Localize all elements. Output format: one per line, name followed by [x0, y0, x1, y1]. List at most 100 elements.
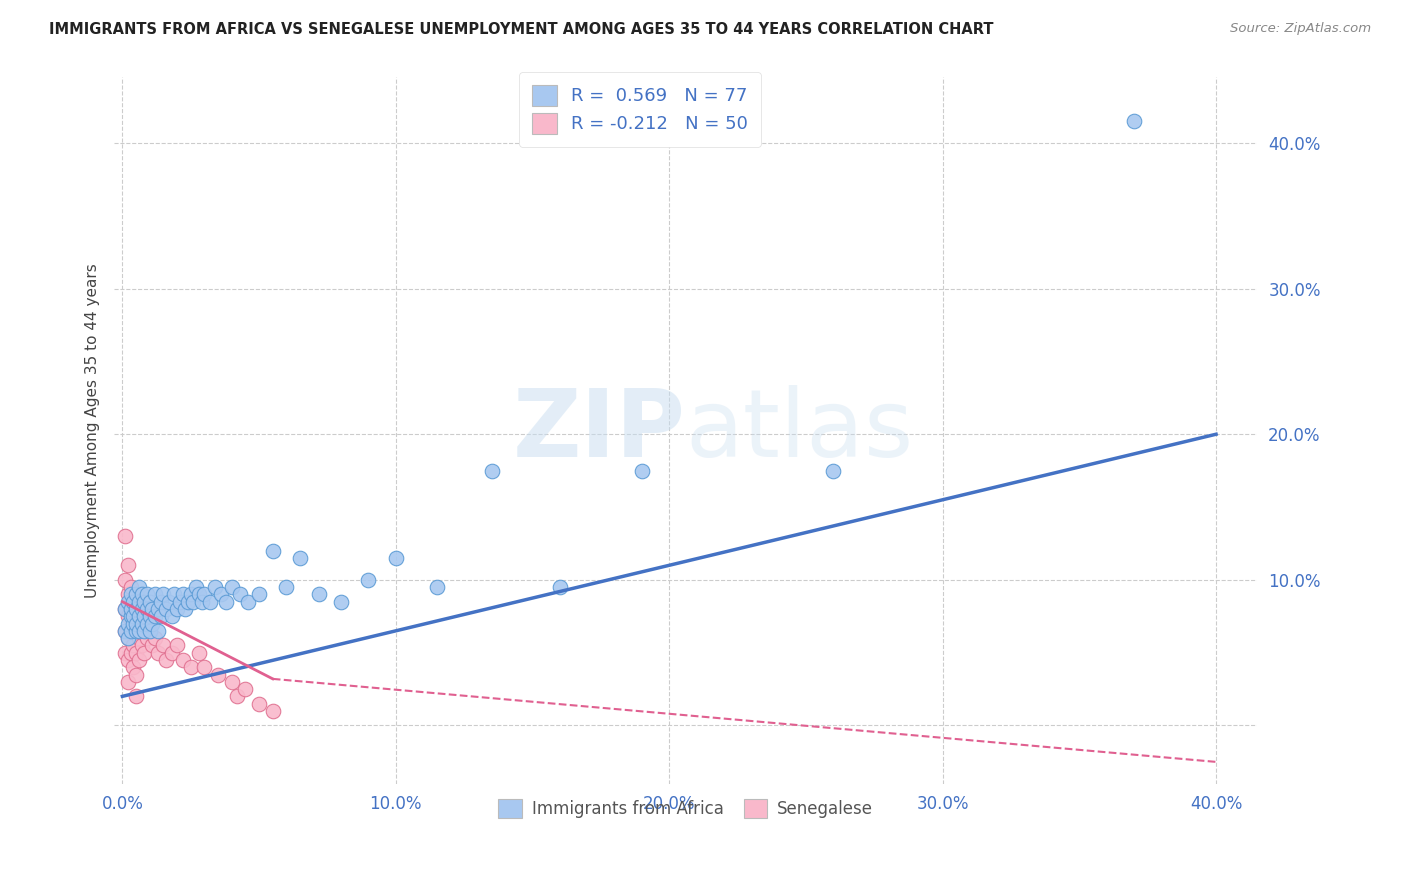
Point: [114, 602, 136, 616]
Point: [385, 551, 408, 566]
Point: [276, 580, 298, 594]
Point: [125, 587, 148, 601]
Point: [125, 646, 148, 660]
Point: [215, 595, 238, 609]
Point: [198, 595, 221, 609]
Point: [134, 609, 156, 624]
Point: [138, 624, 160, 638]
Point: [122, 595, 145, 609]
Point: [114, 624, 136, 638]
Point: [117, 674, 139, 689]
Point: [122, 660, 145, 674]
Point: [128, 609, 150, 624]
Point: [146, 602, 169, 616]
Point: [120, 624, 142, 638]
Point: [330, 595, 353, 609]
Point: [117, 595, 139, 609]
Point: [128, 580, 150, 594]
Point: [160, 646, 183, 660]
Point: [117, 631, 139, 645]
Point: [149, 609, 172, 624]
Point: [134, 624, 156, 638]
Point: [117, 609, 139, 624]
Point: [221, 580, 243, 594]
Point: [117, 558, 139, 573]
Point: [128, 653, 150, 667]
Point: [143, 631, 166, 645]
Point: [122, 639, 145, 653]
Point: [131, 616, 153, 631]
Point: [125, 690, 148, 704]
Point: [141, 602, 163, 616]
Point: [188, 587, 211, 601]
Point: [172, 653, 194, 667]
Point: [190, 595, 212, 609]
Point: [481, 464, 503, 478]
Point: [177, 595, 200, 609]
Point: [247, 697, 270, 711]
Point: [128, 631, 150, 645]
Point: [125, 602, 148, 616]
Point: [204, 580, 226, 594]
Legend: Immigrants from Africa, Senegalese: Immigrants from Africa, Senegalese: [492, 792, 880, 825]
Point: [141, 616, 163, 631]
Point: [138, 595, 160, 609]
Point: [262, 543, 284, 558]
Point: [163, 587, 186, 601]
Point: [117, 616, 139, 631]
Point: [117, 631, 139, 645]
Point: [238, 595, 260, 609]
Point: [143, 609, 166, 624]
Point: [221, 674, 243, 689]
Point: [357, 573, 380, 587]
Point: [122, 609, 145, 624]
Point: [1123, 114, 1146, 128]
Point: [120, 609, 142, 624]
Point: [114, 624, 136, 638]
Point: [631, 464, 654, 478]
Point: [160, 609, 183, 624]
Point: [146, 646, 169, 660]
Point: [136, 616, 159, 631]
Point: [209, 587, 232, 601]
Point: [120, 587, 142, 601]
Point: [152, 587, 174, 601]
Point: [141, 639, 163, 653]
Point: [125, 616, 148, 631]
Point: [136, 587, 159, 601]
Point: [120, 602, 142, 616]
Point: [288, 551, 311, 566]
Point: [120, 646, 142, 660]
Point: [114, 646, 136, 660]
Point: [114, 602, 136, 616]
Point: [131, 587, 153, 601]
Point: [125, 624, 148, 638]
Point: [152, 639, 174, 653]
Point: [136, 631, 159, 645]
Point: [117, 653, 139, 667]
Point: [114, 529, 136, 543]
Point: [193, 660, 215, 674]
Y-axis label: Unemployment Among Ages 35 to 44 years: Unemployment Among Ages 35 to 44 years: [86, 263, 100, 598]
Point: [155, 653, 177, 667]
Point: [207, 667, 229, 681]
Point: [128, 595, 150, 609]
Point: [128, 609, 150, 624]
Point: [247, 587, 270, 601]
Point: [188, 646, 211, 660]
Point: [125, 624, 148, 638]
Point: [136, 602, 159, 616]
Point: [131, 602, 153, 616]
Text: Source: ZipAtlas.com: Source: ZipAtlas.com: [1230, 22, 1371, 36]
Point: [193, 587, 215, 601]
Point: [114, 573, 136, 587]
Text: ZIP: ZIP: [513, 384, 686, 476]
Point: [180, 660, 202, 674]
Point: [120, 602, 142, 616]
Point: [125, 602, 148, 616]
Text: atlas: atlas: [686, 384, 914, 476]
Point: [166, 602, 188, 616]
Point: [166, 639, 188, 653]
Point: [134, 646, 156, 660]
Point: [143, 587, 166, 601]
